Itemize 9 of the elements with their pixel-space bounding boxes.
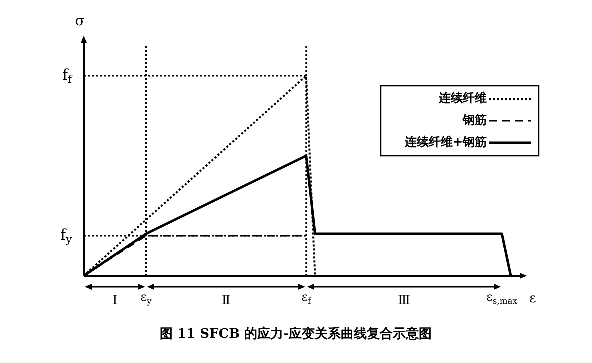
legend-label: 连续纤维	[438, 91, 487, 106]
y-axis-title: σ	[75, 14, 86, 30]
caption: 图 11 SFCB 的应力-应变关系曲线复合示意图	[158, 326, 434, 343]
text: Ⅰ	[112, 293, 118, 308]
text: Ⅲ	[398, 293, 411, 308]
legend-label: 连续纤维+钢筋	[404, 135, 487, 150]
x-axis-title: ε	[530, 291, 537, 306]
text: Ⅱ	[222, 293, 231, 308]
legend-label: 钢筋	[462, 113, 487, 128]
